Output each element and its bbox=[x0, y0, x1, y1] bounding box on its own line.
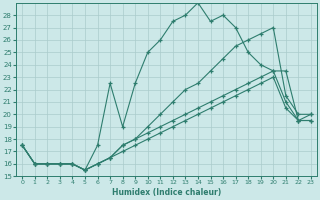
X-axis label: Humidex (Indice chaleur): Humidex (Indice chaleur) bbox=[112, 188, 221, 197]
